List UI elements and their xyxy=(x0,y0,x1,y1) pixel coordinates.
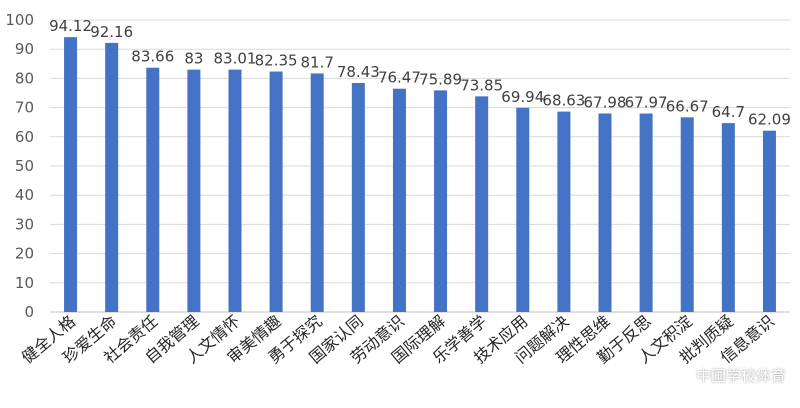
bar xyxy=(721,123,735,313)
data-label: 67.98 xyxy=(584,93,627,111)
bar xyxy=(146,67,160,312)
y-tick-label: 60 xyxy=(15,128,34,146)
y-tick-label: 70 xyxy=(15,99,34,117)
bar xyxy=(434,90,448,312)
y-tick-label: 10 xyxy=(15,274,34,292)
y-tick-label: 40 xyxy=(15,186,34,204)
data-label: 75.89 xyxy=(419,70,462,88)
bar xyxy=(187,69,201,312)
bar xyxy=(392,88,406,312)
data-label: 83.01 xyxy=(214,50,257,68)
data-label: 83 xyxy=(184,50,203,68)
y-tick-label: 0 xyxy=(24,303,34,321)
data-label: 68.63 xyxy=(542,92,585,110)
y-tick-label: 30 xyxy=(15,215,34,233)
bar xyxy=(351,82,365,312)
data-label: 66.67 xyxy=(666,97,709,115)
bar xyxy=(64,37,78,312)
y-tick-label: 50 xyxy=(15,157,34,175)
y-tick-label: 100 xyxy=(5,11,34,29)
data-label: 76.47 xyxy=(378,69,421,87)
data-label: 94.12 xyxy=(49,17,92,35)
bar xyxy=(680,117,694,312)
bar xyxy=(557,111,571,312)
bar xyxy=(269,71,283,313)
y-tick-label: 80 xyxy=(15,69,34,87)
data-label: 83.66 xyxy=(131,48,174,66)
data-label: 82.35 xyxy=(255,52,298,70)
data-label: 78.43 xyxy=(337,63,380,81)
bar xyxy=(475,96,489,312)
data-label: 73.85 xyxy=(460,76,503,94)
bar xyxy=(598,113,612,312)
bar xyxy=(310,73,324,312)
wechat-icon xyxy=(670,368,692,383)
bar xyxy=(516,107,530,312)
bar xyxy=(762,130,776,312)
data-label: 67.97 xyxy=(625,94,668,112)
bar xyxy=(228,69,242,312)
y-tick-label: 90 xyxy=(15,40,34,58)
bar xyxy=(105,42,119,313)
data-label: 62.09 xyxy=(748,111,791,129)
watermark-text: 中国学校体育 xyxy=(695,367,786,385)
data-label: 64.7 xyxy=(712,103,745,121)
y-tick-label: 20 xyxy=(15,245,34,263)
watermark: 中国学校体育 xyxy=(670,365,786,386)
bar xyxy=(639,113,653,312)
data-label: 81.7 xyxy=(301,53,334,71)
data-label: 92.16 xyxy=(90,23,133,41)
data-label: 69.94 xyxy=(501,88,544,106)
